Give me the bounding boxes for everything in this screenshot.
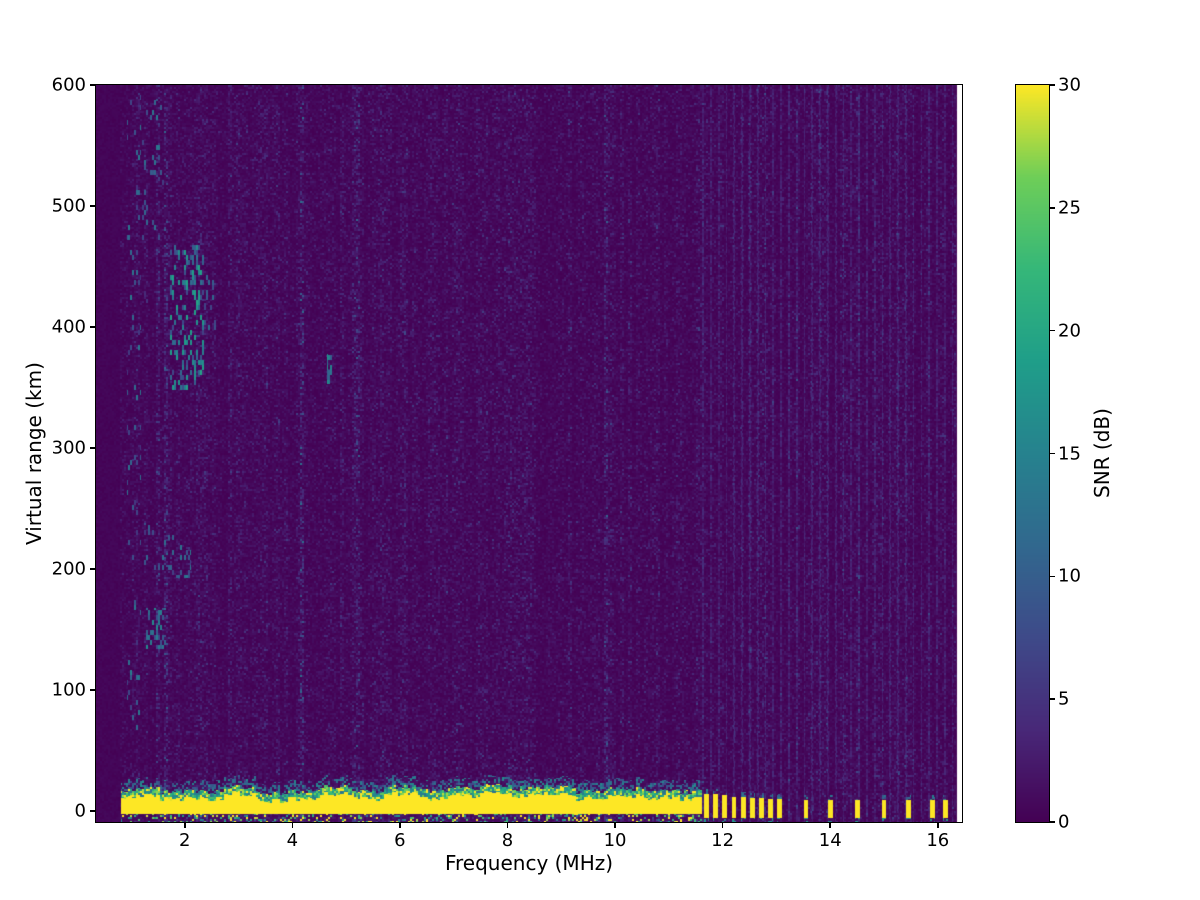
y-tick-mark	[90, 205, 95, 207]
colorbar-tick-mark	[1050, 452, 1055, 455]
y-tick-label: 500	[51, 195, 86, 217]
plot-area	[95, 84, 963, 823]
x-tick-label: 16	[926, 830, 950, 851]
colorbar-tick-label: 10	[1058, 565, 1081, 587]
x-tick-mark	[937, 823, 939, 828]
colorbar-tick-label: 0	[1058, 811, 1070, 833]
colorbar-tick-mark	[1050, 207, 1055, 209]
y-tick-mark	[90, 447, 95, 449]
x-tick-label: 2	[179, 830, 191, 851]
x-tick-mark	[721, 823, 724, 828]
y-tick-label: 200	[51, 558, 86, 580]
x-tick-mark	[291, 823, 294, 828]
y-tick-mark	[90, 84, 95, 86]
x-tick-mark	[506, 823, 509, 828]
y-tick-mark	[90, 568, 95, 570]
colorbar-label: SNR (dB)	[1090, 408, 1114, 499]
x-tick-label: 14	[818, 830, 842, 851]
colorbar-tick-mark	[1050, 329, 1055, 332]
y-tick-label: 400	[51, 316, 86, 338]
colorbar	[1015, 84, 1050, 823]
y-tick-mark	[90, 810, 95, 812]
colorbar-tick-label: 20	[1058, 320, 1081, 342]
y-axis-label: Virtual range (km)	[22, 362, 46, 545]
colorbar-tick-label: 15	[1058, 443, 1081, 464]
colorbar-tick-mark	[1050, 821, 1055, 823]
y-tick-mark	[90, 326, 95, 328]
x-tick-mark	[184, 823, 186, 828]
y-tick-mark	[90, 689, 95, 691]
colorbar-tick-label: 30	[1058, 74, 1081, 96]
x-tick-mark	[399, 823, 401, 828]
x-axis-label: Frequency (MHz)	[444, 851, 614, 875]
colorbar-tick-label: 5	[1058, 688, 1070, 710]
x-tick-mark	[614, 823, 616, 828]
heatmap-canvas	[96, 85, 962, 822]
y-tick-label: 300	[51, 437, 86, 459]
x-tick-mark	[829, 823, 831, 828]
colorbar-tick-mark	[1050, 698, 1055, 700]
y-tick-label: 100	[51, 679, 86, 701]
x-tick-label: 10	[603, 830, 627, 851]
x-tick-label: 6	[394, 830, 406, 851]
colorbar-tick-mark	[1050, 84, 1055, 86]
x-tick-label: 8	[501, 830, 514, 851]
y-tick-label: 600	[51, 74, 86, 96]
colorbar-tick-label: 25	[1058, 197, 1081, 219]
colorbar-canvas	[1016, 85, 1049, 822]
x-tick-label: 4	[286, 830, 299, 851]
colorbar-tick-mark	[1050, 575, 1055, 578]
y-tick-label: 0	[74, 800, 86, 822]
x-tick-label: 12	[711, 830, 735, 851]
